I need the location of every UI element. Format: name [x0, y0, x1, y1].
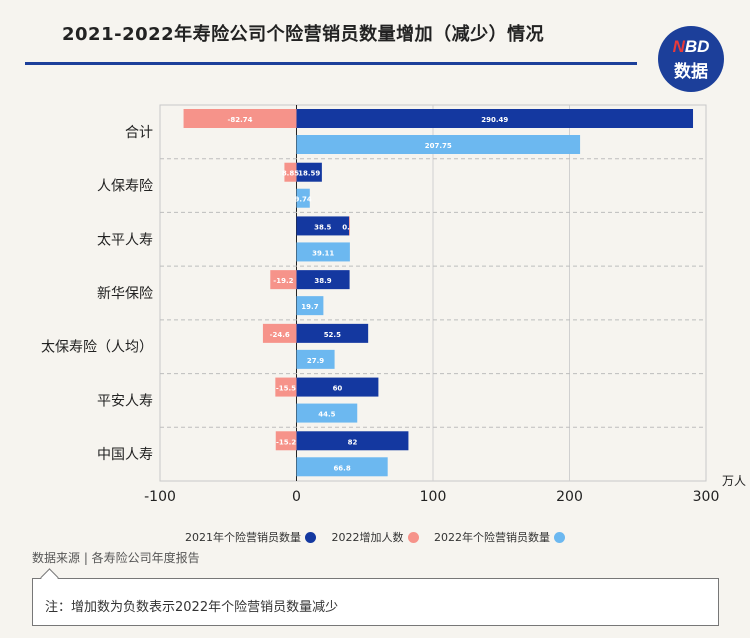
data-label-2021: 52.5 [324, 331, 341, 339]
data-label-2021: 82 [348, 438, 358, 446]
category-label: 新华保险 [97, 286, 153, 302]
x-tick-label: -100 [144, 489, 176, 505]
data-label-increase: -19.2 [273, 277, 293, 285]
legend-label-2021: 2021年个险营销员数量 [185, 531, 301, 544]
data-label-increase: -15.2 [276, 438, 296, 446]
x-tick-label: 0 [292, 489, 301, 505]
data-label-2022: 9.74 [295, 196, 312, 204]
category-label: 中国人寿 [97, 446, 153, 463]
title-underline [25, 62, 637, 65]
bar-2021 [296, 323, 369, 343]
category-label: 合计 [125, 125, 153, 141]
category-label: 人保寿险 [97, 178, 153, 195]
bar-increase [183, 109, 297, 128]
x-tick-label: 300 [693, 489, 720, 505]
bar-increase [270, 270, 297, 290]
data-label-increase: -15.5 [276, 385, 296, 393]
note-pointer [40, 568, 59, 587]
logo-letters-bd: BD [684, 37, 710, 56]
note-box: 注：增加数为负数表示2022年个险营销员数量减少 [32, 568, 719, 626]
bar-increase [284, 162, 297, 182]
legend-item-2021: 2021年个险营销员数量 [185, 529, 316, 545]
bar-2022 [296, 403, 358, 423]
data-label-2021: 38.9 [314, 277, 331, 285]
legend-label-2022: 2022年个险营销员数量 [434, 531, 550, 544]
legend-item-increase: 2022增加人数 [332, 529, 419, 545]
note-text: 注：增加数为负数表示2022年个险营销员数量减少 [45, 600, 339, 615]
legend-swatch-increase [407, 532, 419, 543]
bar-2021 [296, 431, 409, 451]
bar-2022 [296, 242, 350, 262]
data-label-2021: 38.5 [314, 223, 331, 231]
bar-2021 [296, 216, 350, 236]
data-source: 数据来源 | 各寿险公司年度报告 [32, 551, 200, 565]
data-label-2021: 60 [333, 385, 343, 393]
bar-2022 [296, 135, 581, 154]
bar-2021 [296, 109, 694, 128]
legend: 2021年个险营销员数量 2022增加人数 2022年个险营销员数量 [0, 529, 750, 545]
data-label-increase: 0. [342, 223, 350, 231]
bar-2022 [296, 296, 324, 316]
bar-increase [275, 377, 297, 397]
data-label-increase: -24.6 [270, 331, 290, 339]
legend-label-increase: 2022增加人数 [331, 531, 404, 544]
data-label-increase: -82.74 [228, 116, 253, 124]
logo-data-text: 数据 [674, 62, 708, 81]
data-label-2022: 39.11 [312, 249, 334, 257]
bar-2022 [296, 457, 388, 477]
bar-2022 [296, 188, 310, 208]
x-unit-label: 万人 [722, 474, 746, 488]
data-label-2022: 27.9 [307, 357, 324, 365]
bar-increase [275, 431, 297, 451]
legend-swatch-2021 [305, 532, 316, 543]
bar-2021 [296, 162, 322, 182]
x-tick-label: 200 [556, 489, 583, 505]
data-label-2022: 19.7 [301, 303, 318, 311]
nbd-logo: NBD 数据 [658, 26, 724, 92]
bar-2021 [296, 270, 350, 290]
category-label: 平安人寿 [97, 392, 153, 409]
category-label: 太保寿险（人均） [41, 339, 153, 356]
legend-swatch-2022 [554, 532, 565, 543]
data-label-2022: 44.5 [318, 411, 335, 419]
category-label: 太平人寿 [97, 231, 153, 248]
logo-letter-n: N [672, 37, 685, 56]
x-tick-label: 100 [420, 489, 447, 505]
legend-item-2022: 2022年个险营销员数量 [434, 529, 565, 545]
bar-2022 [296, 349, 335, 369]
data-label-2021: 18.59 [298, 170, 320, 178]
data-label-2022: 207.75 [425, 142, 452, 150]
bar-increase [349, 216, 350, 236]
chart-title: 2021-2022年寿险公司个险营销员数量增加（减少）情况 [62, 24, 545, 45]
data-label-2021: 290.49 [481, 116, 508, 124]
data-label-2022: 66.8 [333, 464, 350, 472]
data-label-increase: 8.85 [282, 170, 299, 178]
bar-2021 [296, 377, 379, 397]
bar-increase [262, 323, 297, 343]
